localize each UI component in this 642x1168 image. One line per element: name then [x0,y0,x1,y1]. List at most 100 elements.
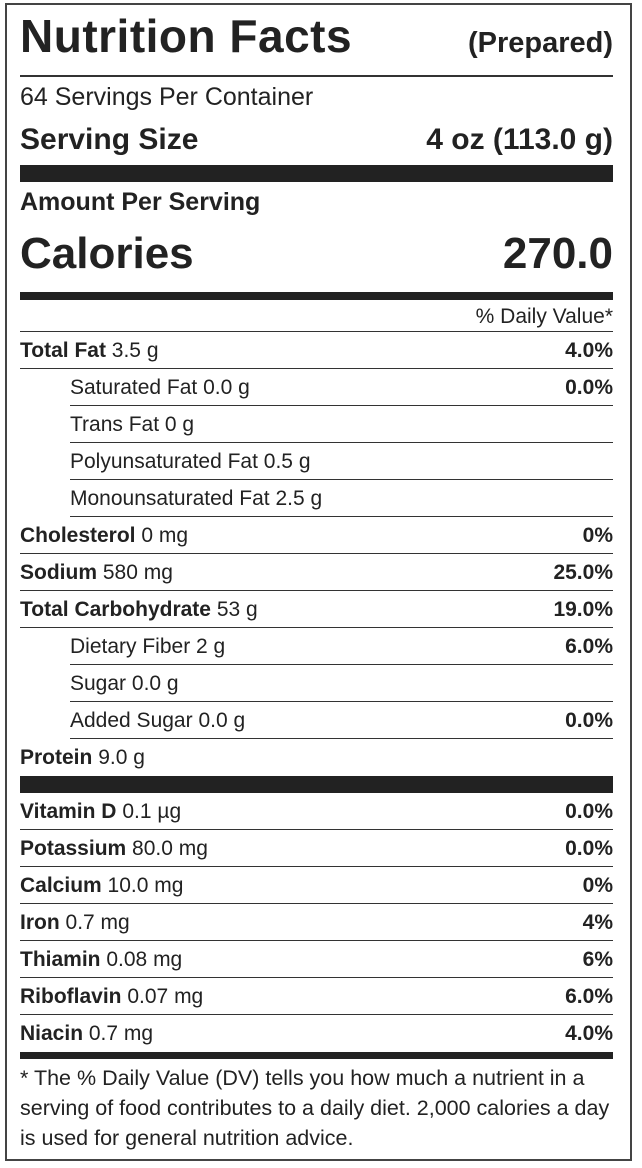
nutrient: Vitamin D 0.1 µg [20,793,181,829]
nutrient-amount: 0.07 mg [127,985,204,1008]
nutrient: Sodium 580 mg [20,554,173,590]
nutrient-row: Cholesterol 0 mg 0% [20,517,613,554]
nutrient-row: Riboflavin 0.07 mg 6.0% [20,978,613,1015]
nutrient-row: Added Sugar 0.0 g 0.0% [70,702,613,739]
nutrient-amount: 2 g [196,635,226,658]
divider [20,776,613,793]
nutrient-name: Trans Fat [70,413,160,436]
nutrient-name: Calcium [20,874,102,897]
nutrient-amount: 580 mg [102,561,173,584]
nutrient-amount: 0.7 mg [65,911,130,934]
nutrient-amount: 10.0 mg [107,874,184,897]
nutrient-name: Vitamin D [20,800,117,823]
nutrient-amount: 80.0 mg [132,837,208,860]
daily-value: 6.0% [565,635,613,658]
nutrient-row: Saturated Fat 0.0 g 0.0% [70,369,613,406]
title: Nutrition Facts [20,10,353,62]
amount-per-serving: Amount Per Serving [20,188,261,216]
nutrient-name: Riboflavin [20,985,122,1008]
micronutrients: Vitamin D 0.1 µg 0.0% Potassium 80.0 mg 0.0… [20,793,613,1052]
nutrient-row: Iron 0.7 mg 4% [20,904,613,941]
calories-value: 270.0 [502,229,613,278]
nutrient-row: Potassium 80.0 mg 0.0% [20,830,613,867]
nutrient-amount: 0.1 µg [122,800,182,823]
divider [20,165,613,182]
divider [20,1052,613,1059]
nutrient-name: Cholesterol [20,524,136,547]
nutrient-name: Polyunsaturated Fat [70,450,258,473]
nutrient: Calcium 10.0 mg [20,867,183,903]
daily-value: 0.0% [565,709,613,732]
daily-value: 0% [582,524,613,547]
nutrient: Niacin 0.7 mg [20,1015,153,1052]
daily-value: 0.0% [565,800,613,823]
nutrient-name: Iron [20,911,60,934]
nutrient-row: Total Carbohydrate 53 g 19.0% [20,591,613,628]
daily-value: 4.0% [565,1022,613,1045]
nutrition-label: Nutrition Facts (Prepared) 64 Servings P… [5,3,632,1161]
nutrient-amount: 0.7 mg [88,1022,154,1045]
nutrient-name: Monounsaturated Fat [70,487,270,510]
nutrient-name: Total Carbohydrate [20,598,211,621]
nutrient-name: Sodium [20,561,97,584]
nutrient: Dietary Fiber 2 g [70,628,225,664]
nutrient-name: Total Fat [20,339,106,362]
nutrient-amount: 0.0 g [203,376,250,399]
calories-label: Calories [20,229,194,278]
nutrient-row: Polyunsaturated Fat 0.5 g [70,443,613,480]
nutrient-amount: 0 g [164,413,195,436]
nutrient-amount: 2.5 g [275,487,323,510]
nutrient-row: Niacin 0.7 mg 4.0% [20,1015,613,1052]
nutrient-name: Niacin [20,1022,84,1045]
nutrient-name: Sugar [70,672,127,695]
nutrient-name: Added Sugar [70,709,193,732]
nutrient-row: Sugar 0.0 g [70,665,613,702]
daily-value: 4% [582,911,613,934]
nutrient-row: Sodium 580 mg 25.0% [20,554,613,591]
nutrient: Sugar 0.0 g [70,665,179,701]
nutrient-name: Dietary Fiber [70,635,191,658]
nutrient-amount: 3.5 g [111,339,159,362]
serving-size: Serving Size 4 oz (113.0 g) [20,115,613,165]
nutrient-row: Trans Fat 0 g [70,406,613,443]
daily-value: 25.0% [553,561,613,584]
nutrient: Total Fat 3.5 g [20,332,159,368]
nutrients: Total Fat 3.5 g 4.0% Saturated Fat 0.0 g 0.… [20,332,613,776]
nutrient-amount: 0.5 g [263,450,311,473]
nutrient-amount: 9.0 g [98,746,145,769]
nutrient-name: Protein [20,746,93,769]
nutrient: Saturated Fat 0.0 g [70,369,250,405]
nutrient-row: Calcium 10.0 mg 0% [20,867,613,904]
nutrient-name: Saturated Fat [70,376,198,399]
nutrient: Protein 9.0 g [20,739,145,776]
nutrient: Polyunsaturated Fat 0.5 g [70,443,311,479]
daily-value: 6.0% [565,985,613,1008]
nutrient-amount: 53 g [216,598,258,621]
nutrient-amount: 0.08 mg [106,948,183,971]
nutrient-row: Thiamin 0.08 mg 6% [20,941,613,978]
daily-value: 19.0% [553,598,613,621]
nutrient: Iron 0.7 mg [20,904,130,940]
daily-value-header: % Daily Value* [20,300,613,332]
nutrient-row: Vitamin D 0.1 µg 0.0% [20,793,613,830]
nutrient-row: Total Fat 3.5 g 4.0% [20,332,613,369]
nutrient: Thiamin 0.08 mg [20,941,182,977]
qualifier: (Prepared) [467,27,613,59]
nutrient-amount: 0.0 g [198,709,246,732]
nutrient-amount: 0 mg [141,524,189,547]
nutrient-name: Thiamin [20,948,101,971]
daily-value: 4.0% [565,339,613,362]
header: Nutrition Facts (Prepared) [20,5,613,77]
servings: 64 Servings Per Container [20,83,314,111]
serving-size-value: 4 oz (113.0 g) [426,123,613,156]
serving-size-label: Serving Size [20,123,199,156]
footnote: * The % Daily Value (DV) tells you how m… [20,1066,610,1150]
nutrient: Monounsaturated Fat 2.5 g [70,480,322,516]
daily-value: 0.0% [565,837,613,860]
daily-value: 6% [582,948,613,971]
nutrient: Added Sugar 0.0 g [70,702,245,738]
daily-value: 0.0% [565,376,613,399]
daily-value: 0% [582,874,613,897]
nutrient: Potassium 80.0 mg [20,830,208,866]
